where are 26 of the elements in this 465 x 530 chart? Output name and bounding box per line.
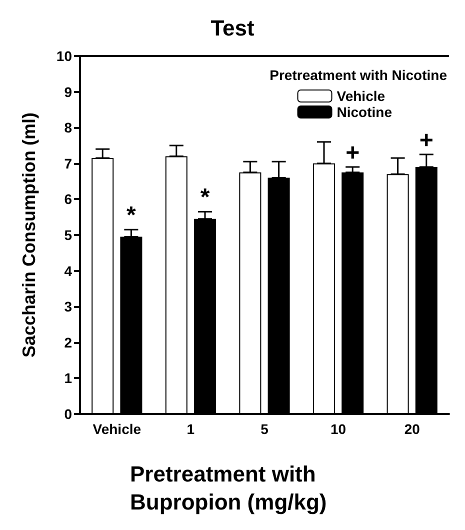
y-tick-label: 3 bbox=[64, 298, 72, 315]
y-tick-label: 4 bbox=[64, 262, 72, 279]
x-axis-title: Pretreatment with Bupropion (mg/kg) bbox=[130, 462, 327, 514]
chart-title: Test bbox=[210, 16, 255, 40]
y-tick-label: 10 bbox=[56, 48, 72, 64]
y-tick-label: 0 bbox=[64, 406, 72, 422]
annotation: * bbox=[126, 202, 137, 230]
x-tick-label: 5 bbox=[260, 421, 269, 437]
y-tick-label: 7 bbox=[64, 155, 72, 172]
y-tick-label: 6 bbox=[64, 191, 72, 208]
annotation: * bbox=[200, 184, 210, 212]
y-tick-label: 1 bbox=[64, 370, 72, 386]
annotation: + bbox=[419, 126, 434, 154]
y-tick-label: 2 bbox=[64, 334, 72, 350]
y-tick-label: 5 bbox=[64, 227, 72, 243]
legend-title: Pretreatment with Nicotine bbox=[270, 67, 448, 83]
x-tick-label: 20 bbox=[404, 421, 420, 437]
x-tick-label: 1 bbox=[186, 421, 195, 437]
annotation: + bbox=[346, 139, 360, 166]
legend-label: Nicotine bbox=[336, 104, 392, 120]
x-tick-label: Vehicle bbox=[92, 421, 142, 437]
x-tick-label: 10 bbox=[330, 421, 346, 437]
y-tick-label: 9 bbox=[64, 84, 72, 100]
y-axis-title: Saccharin Consumption (ml) bbox=[19, 112, 39, 358]
y-tick-label: 8 bbox=[64, 120, 72, 136]
legend-label: Vehicle bbox=[336, 88, 386, 104]
